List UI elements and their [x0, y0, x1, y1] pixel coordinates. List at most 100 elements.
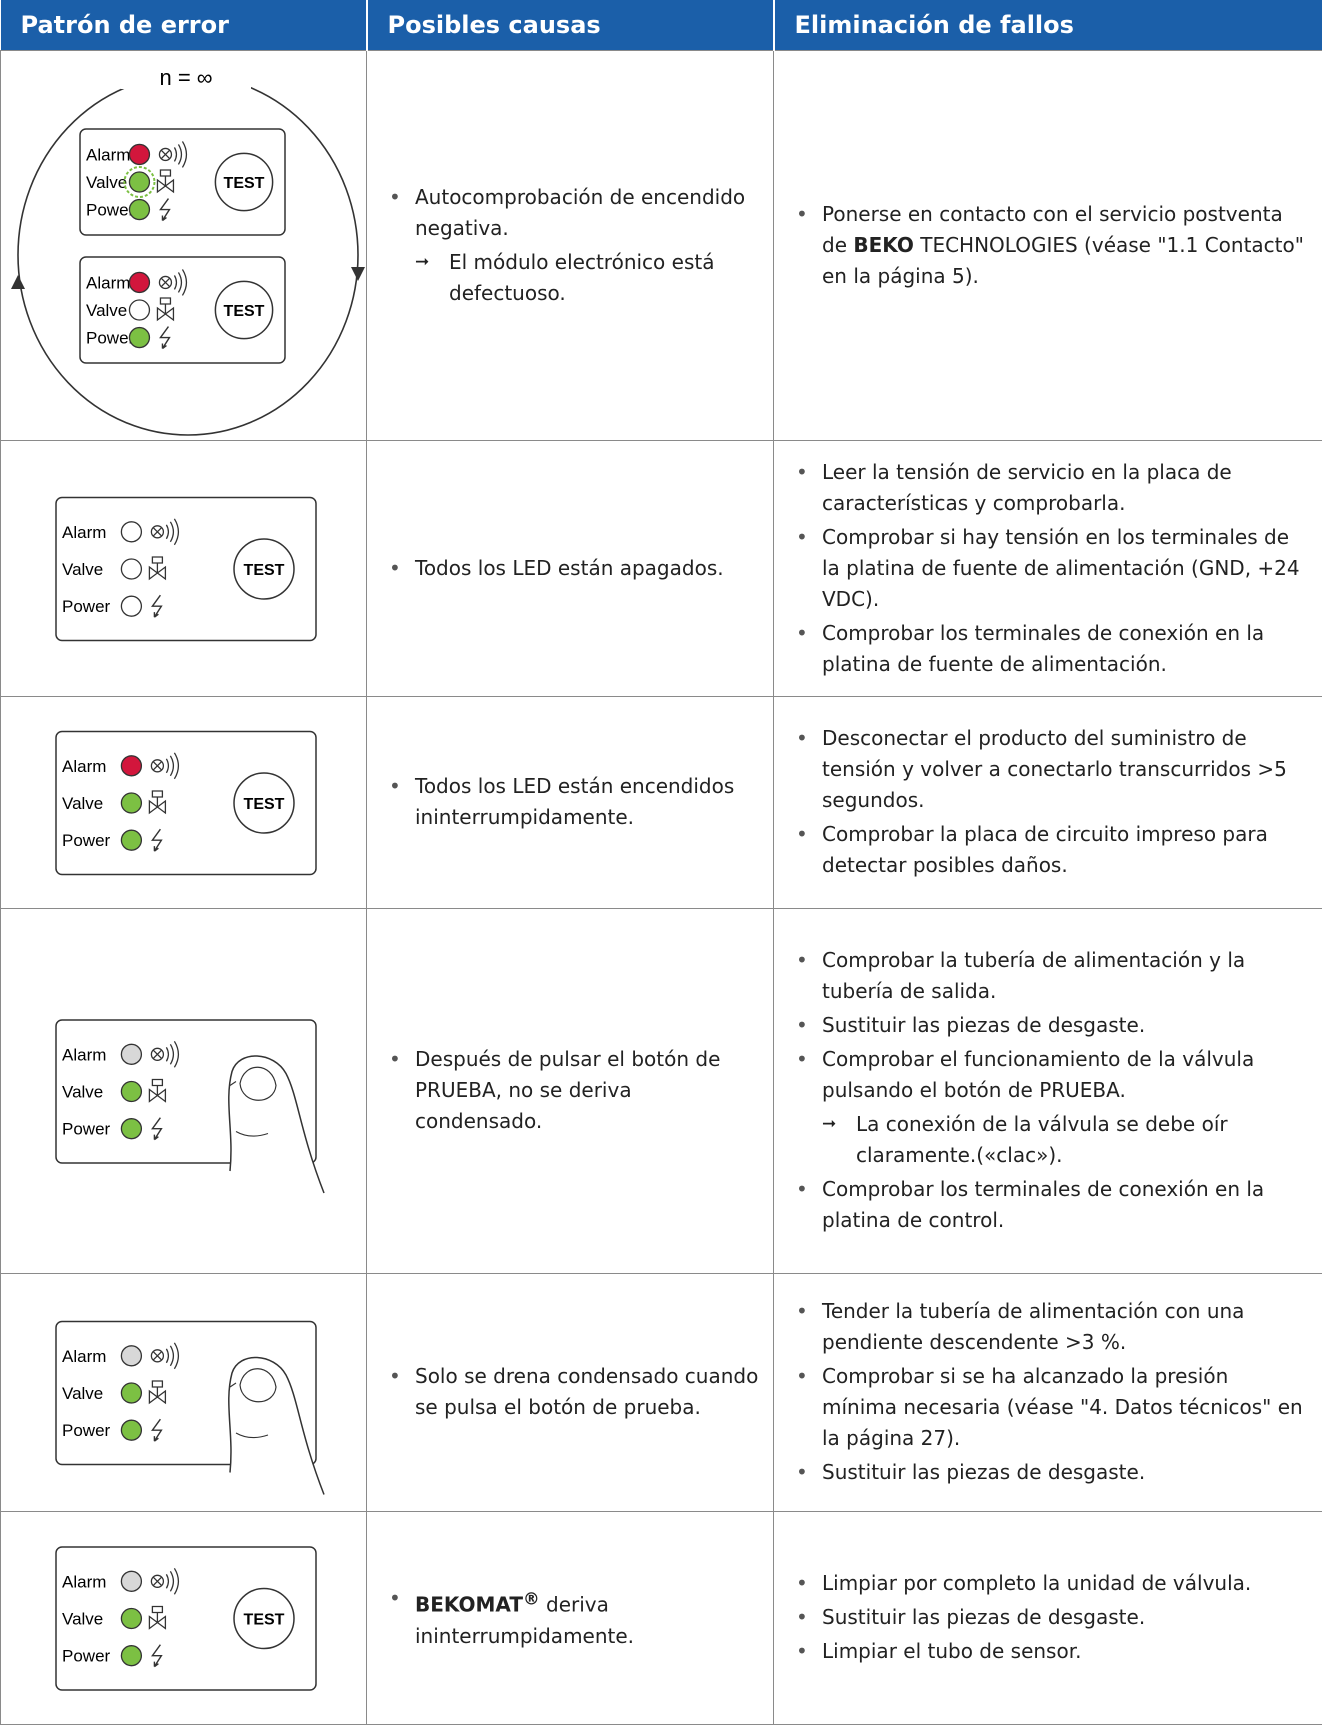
fixes-cell: Ponerse en contacto con el servicio post… [774, 50, 1322, 440]
led [129, 172, 149, 192]
bullet-item: Tender la tubería de alimentación con un… [796, 1296, 1308, 1358]
bullet-item: BEKOMAT® deriva ininterrumpidamente. [389, 1583, 759, 1652]
led [121, 1119, 141, 1139]
pattern-cell: Alarm Valve Power [1, 908, 367, 1273]
panel-label: Alarm [62, 1045, 106, 1064]
text-run: Sustituir las piezas de desgaste. [822, 1460, 1145, 1484]
bullet-list: BEKOMAT® deriva ininterrumpidamente. [389, 1583, 759, 1652]
led [121, 1082, 141, 1102]
bullet-item: Ponerse en contacto con el servicio post… [796, 199, 1308, 292]
arrow-item: El módulo electrónico está defectuoso. [389, 247, 759, 309]
text-run: Tender la tubería de alimentación con un… [822, 1299, 1244, 1354]
panel-label: Alarm [62, 757, 106, 776]
bullet-list: Tender la tubería de alimentación con un… [796, 1296, 1308, 1488]
panel-label: Power [62, 597, 111, 616]
text-run: Comprobar si se ha alcanzado la presión … [822, 1364, 1303, 1450]
header-row: Patrón de error Posibles causas Eliminac… [1, 0, 1322, 50]
causes-cell: Después de pulsar el botón de PRUEBA, no… [367, 908, 774, 1273]
bullet-item: Limpiar por completo la unidad de válvul… [796, 1568, 1308, 1599]
test-label: TEST [224, 303, 265, 320]
led [121, 830, 141, 850]
table-row: Alarm Valve Power Después de pulsar el botó… [1, 908, 1322, 1273]
bullet-item: Sustituir las piezas de desgaste. [796, 1457, 1308, 1488]
led [121, 1383, 141, 1403]
bullet-list: Después de pulsar el botón de PRUEBA, no… [389, 1044, 759, 1137]
bold-text: BEKOMAT [415, 1593, 523, 1617]
causes-cell: Solo se drena condensado cuando se pulsa… [367, 1273, 774, 1511]
text-run: Limpiar el tubo de sensor. [822, 1639, 1081, 1663]
bullet-item: Comprobar si hay tensión en los terminal… [796, 522, 1308, 615]
text-run: Comprobar el funcionamiento de la válvul… [822, 1047, 1254, 1102]
bullet-list: Desconectar el producto del suministro d… [796, 723, 1308, 881]
bold-text: BEKO [853, 233, 914, 257]
text-run: Solo se drena condensado cuando se pulsa… [415, 1364, 758, 1419]
causes-cell: Todos los LED están apagados. [367, 440, 774, 696]
bullet-list: Autocomprobación de encendido negativa. E… [389, 182, 759, 309]
panel-label: Valve [62, 1083, 103, 1102]
led [121, 1044, 141, 1064]
bullet-item: Leer la tensión de servicio en la placa … [796, 457, 1308, 519]
bullet-item: Autocomprobación de encendido negativa. [389, 182, 759, 244]
cycle-label: n = ∞ [160, 65, 213, 90]
text-run: Todos los LED están encendidos ininterru… [415, 774, 734, 829]
bullet-item: Comprobar la tubería de alimentación y l… [796, 945, 1308, 1007]
text-run: Todos los LED están apagados. [415, 556, 724, 580]
text-run: Leer la tensión de servicio en la placa … [822, 460, 1232, 515]
causes-cell: Autocomprobación de encendido negativa. E… [367, 50, 774, 440]
panel-label: Valve [62, 560, 103, 579]
header-cell: Posibles causas [367, 0, 774, 50]
led [129, 144, 149, 164]
table-row: Alarm Valve Power Solo se drena condensado … [1, 1273, 1322, 1511]
led [129, 300, 149, 320]
pattern-diagram: Alarm Valve Power [1, 909, 367, 1272]
panel-label: Alarm [62, 1347, 106, 1366]
panel-label: Power [62, 831, 111, 850]
bullet-list: Leer la tensión de servicio en la placa … [796, 457, 1308, 680]
panel-label: Power [86, 201, 135, 220]
panel-label: Alarm [86, 145, 130, 164]
table-row: AlarmValvePowerTESTTodos los LED están a… [1, 440, 1322, 696]
text-run: Comprobar la tubería de alimentación y l… [822, 948, 1245, 1003]
led [129, 328, 149, 348]
panel-label: Valve [62, 1384, 103, 1403]
panel-label: Power [62, 1421, 111, 1440]
panel-label: Alarm [62, 523, 106, 542]
led [121, 522, 141, 542]
led [121, 1646, 141, 1666]
pattern-diagram: Alarm Valve Power [1, 1274, 367, 1510]
fixes-cell: Comprobar la tubería de alimentación y l… [774, 908, 1322, 1273]
bullet-list: Ponerse en contacto con el servicio post… [796, 199, 1308, 292]
header-cell: Patrón de error [1, 0, 367, 50]
panel-label: Power [62, 1120, 111, 1139]
arrow-head [351, 267, 365, 281]
test-label: TEST [224, 175, 265, 192]
text-run: Sustituir las piezas de desgaste. [822, 1605, 1145, 1629]
bullet-list: Todos los LED están apagados. [389, 553, 759, 584]
bold-sup: ® [523, 1593, 540, 1617]
bullet-item: Sustituir las piezas de desgaste. [796, 1602, 1308, 1633]
superscript: ® [523, 1589, 540, 1608]
fixes-cell: Limpiar por completo la unidad de válvul… [774, 1511, 1322, 1724]
text-run: Limpiar por completo la unidad de válvul… [822, 1571, 1251, 1595]
test-label: TEST [244, 1612, 285, 1629]
bullet-list: Todos los LED están encendidos ininterru… [389, 771, 759, 833]
led [121, 596, 141, 616]
led [121, 1346, 141, 1366]
pattern-diagram: n = ∞AlarmValvePowerTESTAlarmValvePowerT… [1, 51, 367, 439]
panel-label: Power [86, 329, 135, 348]
text-run: Autocomprobación de encendido negativa. [415, 185, 745, 240]
led [129, 272, 149, 292]
bullet-item: Después de pulsar el botón de PRUEBA, no… [389, 1044, 759, 1137]
bullet-list: Solo se drena condensado cuando se pulsa… [389, 1361, 759, 1423]
bullet-item: Limpiar el tubo de sensor. [796, 1636, 1308, 1667]
bullet-item: Desconectar el producto del suministro d… [796, 723, 1308, 816]
text-run: Desconectar el producto del suministro d… [822, 726, 1287, 812]
causes-cell: BEKOMAT® deriva ininterrumpidamente. [367, 1511, 774, 1724]
